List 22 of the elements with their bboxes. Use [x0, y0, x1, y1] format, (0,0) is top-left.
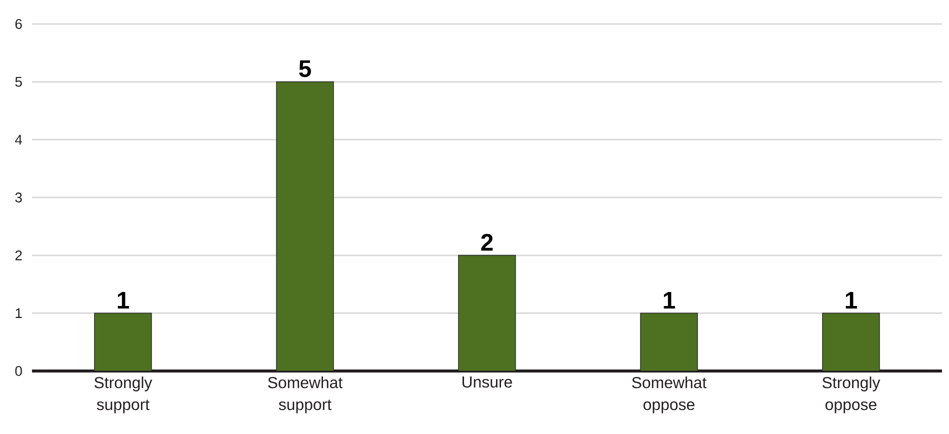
y-tick-label: 3: [15, 192, 22, 202]
x-tick-label: Somewhat oppose: [632, 376, 707, 414]
bar: [822, 312, 880, 371]
x-tick-label: Strongly oppose: [822, 376, 880, 414]
data-label: 1: [664, 292, 675, 308]
data-label: 1: [846, 292, 857, 308]
bar: [458, 254, 516, 371]
y-tick-label: 0: [15, 366, 22, 376]
x-tick-label: Unsure: [462, 376, 512, 388]
data-label: 1: [118, 292, 129, 308]
bar: [640, 312, 698, 371]
y-tick-label: 1: [16, 308, 22, 318]
data-label: 2: [481, 234, 493, 251]
y-tick-label: 5: [15, 76, 22, 87]
data-label: 5: [299, 60, 311, 78]
y-tick-label: 6: [15, 19, 22, 29]
bar: [94, 312, 152, 371]
y-tick-label: 4: [15, 134, 22, 144]
bar: [276, 81, 334, 371]
x-tick-label: Strongly support: [94, 376, 152, 414]
x-tick-label: Somewhat support: [268, 376, 343, 414]
y-tick-label: 2: [15, 250, 22, 260]
